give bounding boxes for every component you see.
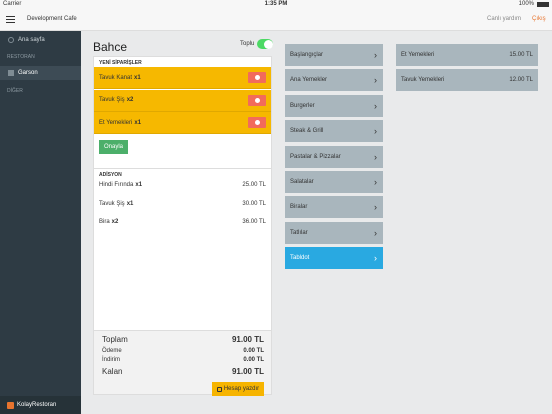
- chevron: ›: [374, 75, 377, 86]
- summary-row: Ödeme 0.00 TL: [102, 348, 264, 354]
- chevron: ›: [374, 100, 377, 111]
- summary-value: 0.00 TL: [243, 357, 264, 363]
- remove-button[interactable]: [248, 117, 266, 128]
- summary-label: Toplam: [102, 335, 128, 344]
- summary-value: 0.00 TL: [243, 348, 264, 354]
- waiter-item[interactable]: Garson: [0, 66, 81, 80]
- chevron: ›: [374, 126, 377, 137]
- remove-button[interactable]: [248, 94, 266, 106]
- remove-button[interactable]: [248, 72, 266, 83]
- battery-icon: [537, 2, 549, 7]
- category-button[interactable]: Biralar ›: [285, 196, 383, 219]
- section-label: RESTORAN: [7, 54, 35, 60]
- summary-row: Toplam 91.00 TL: [102, 335, 264, 344]
- new-order-row[interactable]: Tavuk Şiş x2: [94, 89, 271, 112]
- battery: 100%: [518, 1, 534, 7]
- summary-value: 91.00 TL: [231, 367, 264, 376]
- item-qty: x1: [135, 182, 143, 188]
- category-button[interactable]: Tabldot ›: [285, 247, 383, 270]
- divider: [94, 168, 271, 169]
- chevron: ›: [374, 227, 377, 238]
- category-label: Biralar: [290, 204, 308, 211]
- home-label: Ana sayfa: [18, 37, 45, 43]
- category-button[interactable]: Başlangıçlar ›: [285, 44, 383, 66]
- category-button[interactable]: Tatlılar ›: [285, 221, 383, 244]
- summary-row: Kalan 91.00 TL: [102, 367, 264, 376]
- new-orders-header: YENİ SİPARİŞLER: [99, 60, 142, 66]
- item-qty: x1: [134, 74, 141, 81]
- product-button[interactable]: Et Yemekleri 15.00 TL: [396, 44, 538, 66]
- category-button[interactable]: Salatalar ›: [285, 171, 383, 193]
- category-label: Ana Yemekler: [290, 77, 328, 84]
- category-label: Tabldot: [290, 255, 310, 262]
- table-name: Bahce: [93, 40, 128, 54]
- product-name: Et Yemekleri: [401, 52, 435, 58]
- item-qty: x1: [134, 119, 142, 126]
- home-item[interactable]: Ana sayfa: [0, 34, 81, 46]
- item-name: Tavuk Kanat: [99, 74, 133, 81]
- chevron: ›: [374, 177, 377, 187]
- product-name: Tavuk Yemekleri: [401, 77, 445, 84]
- brand-label: KolayRestoran: [17, 402, 57, 408]
- bill-row: Hindi Fırında x1 25.00 TL: [99, 182, 266, 188]
- summary-value: 91.00 TL: [231, 335, 264, 344]
- bill-row: Tavuk Şiş x1 30.00 TL: [99, 201, 266, 207]
- waiter-label: Garson: [18, 70, 38, 76]
- carrier: Carrier: [3, 1, 22, 7]
- item-price: 36.00 TL: [242, 219, 266, 225]
- product-price: 12.00 TL: [509, 77, 533, 84]
- new-order-row[interactable]: Tavuk Kanat x1: [94, 67, 271, 89]
- sidebar: Ana sayfa RESTORAN Garson DİĞER KolayRes…: [0, 31, 81, 414]
- item-price: 25.00 TL: [242, 182, 266, 188]
- product-price: 15.00 TL: [509, 52, 533, 58]
- summary-label: İndirim: [102, 357, 121, 363]
- time: 1:35 PM: [264, 1, 288, 7]
- item-price: 30.00 TL: [242, 200, 266, 207]
- print-label: Hesap yazdır: [223, 386, 260, 392]
- print-button[interactable]: Hesap yazdır: [212, 382, 264, 396]
- menu-icon[interactable]: [6, 16, 15, 23]
- item-name: Tavuk Şiş: [99, 200, 125, 207]
- category-label: Steak & Grill: [290, 128, 324, 135]
- summary-label: Kalan: [102, 367, 123, 376]
- chevron: ›: [374, 253, 377, 264]
- category-label: Tatlılar: [290, 229, 308, 236]
- status-bar: Carrier 1:35 PM 100%: [0, 0, 552, 9]
- item-name: Hindi Fırında: [99, 182, 134, 188]
- category-button[interactable]: Pastalar & Pizzalar ›: [285, 145, 383, 168]
- category-label: Başlangıçlar: [290, 52, 324, 58]
- app-title: Development Cafe: [27, 16, 77, 22]
- item-qty: x2: [126, 97, 134, 103]
- bill-row: Bira x2 36.00 TL: [99, 219, 266, 225]
- chevron: ›: [374, 50, 377, 60]
- new-order-row[interactable]: Et Yemekleri x1: [94, 112, 271, 134]
- category-label: Salatalar: [290, 179, 314, 185]
- bulk-toggle[interactable]: Toplu: [240, 39, 274, 49]
- product-button[interactable]: Tavuk Yemekleri 12.00 TL: [396, 69, 538, 92]
- category-button[interactable]: Burgerler ›: [285, 94, 383, 117]
- category-label: Burgerler: [290, 102, 315, 109]
- category-label: Pastalar & Pizzalar: [290, 153, 341, 160]
- toggle-label: Toplu: [240, 41, 255, 47]
- bill-header: ADİSYON: [99, 172, 122, 178]
- chevron: ›: [374, 151, 377, 162]
- category-button[interactable]: Ana Yemekler ›: [285, 69, 383, 92]
- top-bar: Development Cafe Canlı yardım Çıkış: [0, 9, 552, 31]
- category-button[interactable]: Steak & Grill ›: [285, 120, 383, 143]
- item-qty: x2: [111, 219, 119, 225]
- logout-link[interactable]: Çıkış: [532, 16, 546, 22]
- help-link[interactable]: Canlı yardım: [487, 16, 522, 22]
- order-panel: YENİ SİPARİŞLER Onayla ADİSYON Toplam 91.…: [93, 56, 272, 396]
- item-qty: x1: [126, 200, 134, 207]
- chevron: ›: [374, 202, 377, 213]
- brand: KolayRestoran: [0, 396, 81, 414]
- item-name: Tavuk Şiş: [99, 97, 125, 103]
- summary-row: İndirim 0.00 TL: [102, 357, 264, 363]
- item-name: Bira: [99, 219, 110, 225]
- section-label: DİĞER: [7, 88, 23, 94]
- item-name: Et Yemekleri: [99, 119, 133, 126]
- confirm-button[interactable]: Onayla: [99, 140, 128, 154]
- summary-label: Ödeme: [102, 348, 122, 354]
